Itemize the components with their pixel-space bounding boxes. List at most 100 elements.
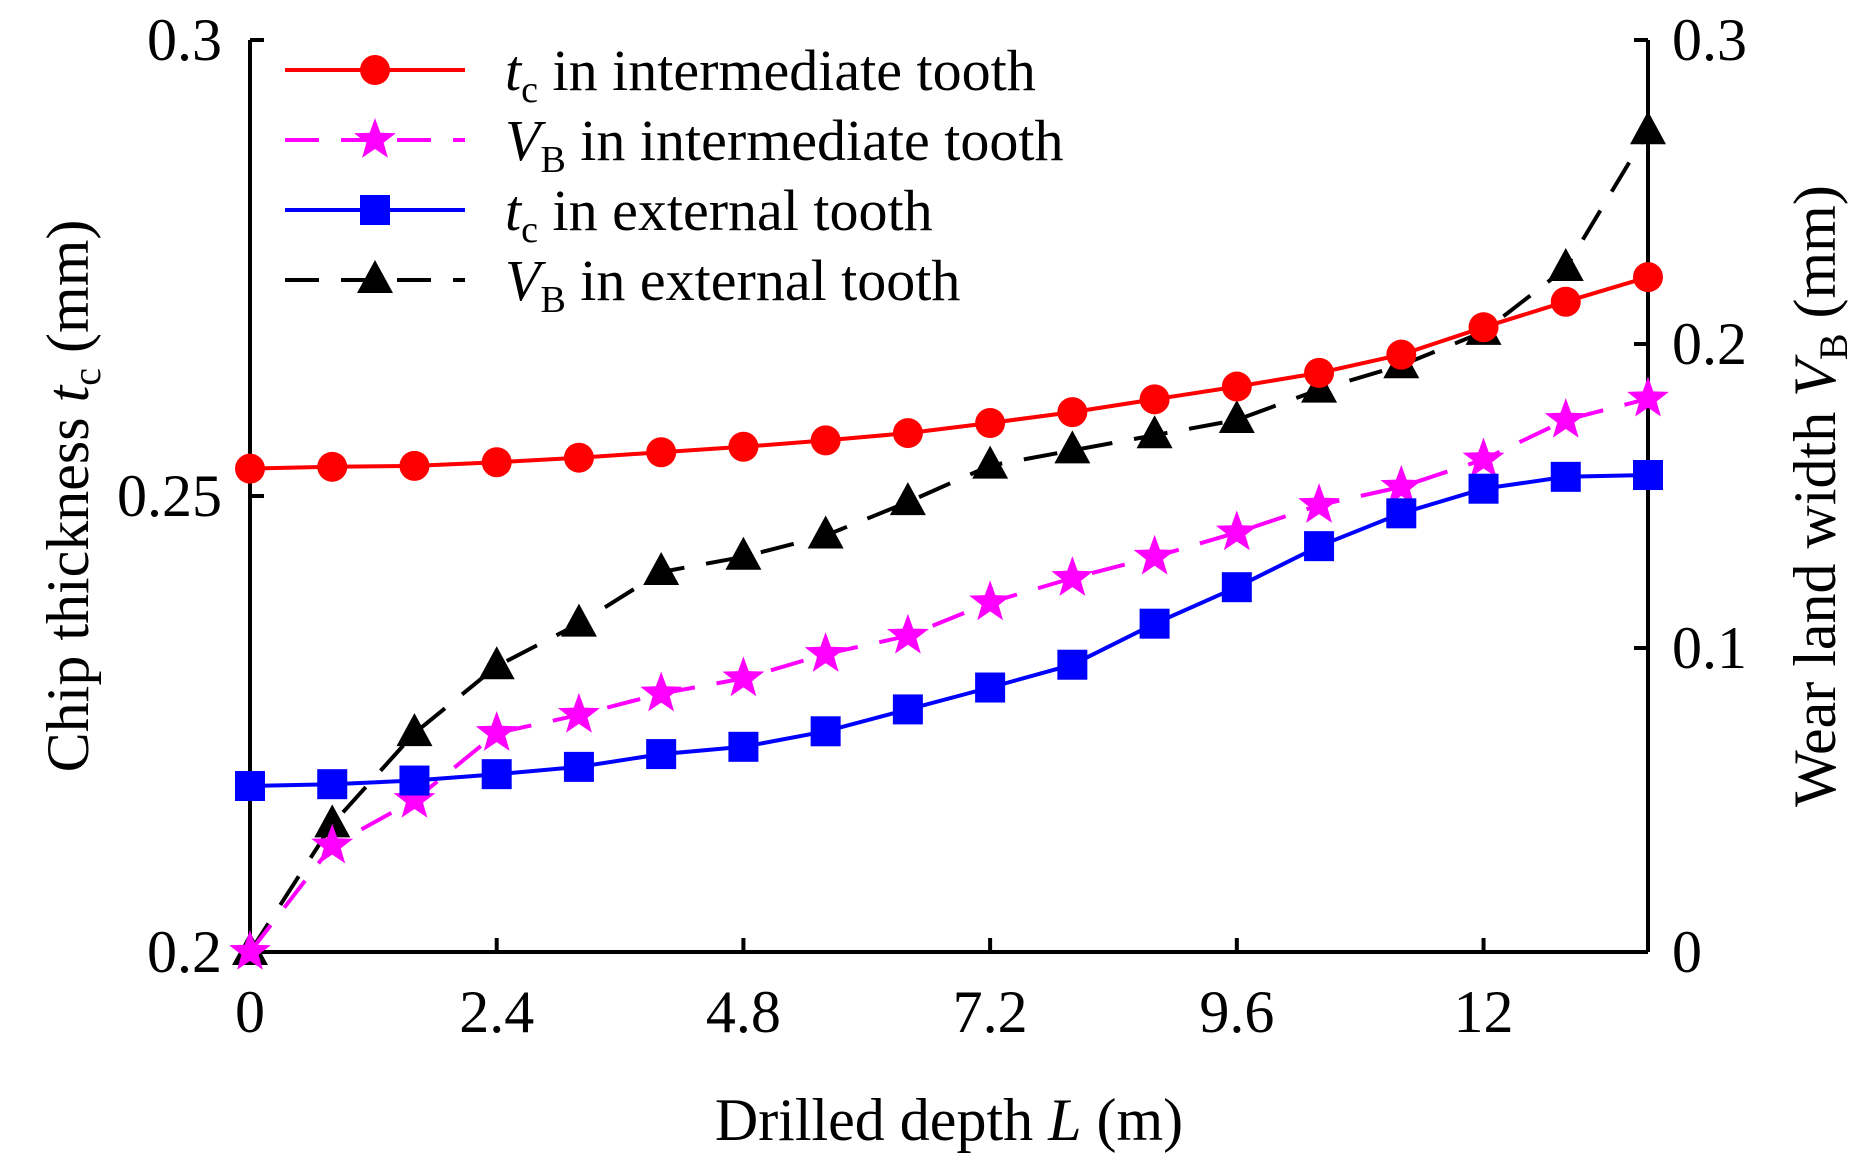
y-right-tick-label: 0.3 bbox=[1672, 7, 1747, 73]
data-point bbox=[1139, 384, 1170, 415]
data-point bbox=[643, 552, 680, 585]
data-point bbox=[1051, 556, 1094, 596]
data-point bbox=[892, 694, 923, 725]
legend-marker bbox=[357, 260, 393, 293]
y-right-tick-label: 0.1 bbox=[1672, 615, 1747, 681]
x-tick-label: 2.4 bbox=[459, 979, 534, 1045]
legend-label-text: in intermediate tooth bbox=[566, 108, 1064, 173]
data-point bbox=[1298, 483, 1340, 523]
data-point bbox=[317, 451, 348, 482]
data-point bbox=[393, 778, 436, 818]
data-point bbox=[725, 536, 762, 570]
legend-label: VB in external tooth bbox=[505, 248, 960, 321]
x-axis-title-text: Drilled depth bbox=[715, 1087, 1048, 1153]
data-point bbox=[563, 751, 594, 782]
legend-label-symbol: V bbox=[505, 248, 547, 313]
data-point bbox=[1633, 262, 1663, 293]
data-point bbox=[558, 692, 600, 733]
data-point bbox=[396, 713, 433, 747]
legend-item: VB in intermediate tooth bbox=[285, 108, 1064, 181]
series-0 bbox=[235, 262, 1663, 484]
y-left-axis-title: Chip thickness tc (mm) bbox=[35, 220, 109, 773]
y-left-axis-title-subscript: c bbox=[64, 368, 109, 386]
legend-label-subscript: B bbox=[540, 139, 565, 181]
legend-label-symbol: t bbox=[505, 38, 523, 103]
data-point bbox=[1221, 371, 1252, 402]
data-point bbox=[475, 711, 518, 751]
data-point bbox=[810, 716, 841, 747]
y-right-axis-title-subscript: B bbox=[1811, 333, 1856, 360]
x-tick-label: 4.8 bbox=[706, 979, 781, 1045]
data-point bbox=[1550, 286, 1581, 317]
legend-marker bbox=[354, 118, 396, 158]
legend-item: tc in external tooth bbox=[285, 178, 933, 251]
legend-label-subscript: c bbox=[521, 209, 538, 251]
y-left-axis-title-text: Chip thickness bbox=[35, 402, 101, 772]
legend-label-symbol: t bbox=[505, 178, 523, 243]
data-point bbox=[1468, 473, 1499, 504]
series-layer bbox=[229, 111, 1669, 970]
data-point bbox=[1057, 649, 1088, 680]
legend-label-text: in external tooth bbox=[566, 248, 961, 313]
data-point bbox=[972, 445, 1009, 479]
legend-item: VB in external tooth bbox=[285, 248, 960, 321]
y-left-axis-title-unit: (mm) bbox=[35, 220, 101, 368]
y-right-axis-title: Wear land width VB (mm) bbox=[1782, 185, 1856, 807]
data-point bbox=[1468, 312, 1499, 343]
y-left-tick-label: 0.3 bbox=[147, 7, 222, 73]
legend-marker bbox=[360, 55, 390, 85]
data-point bbox=[1304, 531, 1335, 562]
data-point bbox=[235, 771, 265, 802]
data-point bbox=[1054, 430, 1091, 464]
data-point bbox=[1221, 572, 1252, 603]
data-point bbox=[1630, 111, 1666, 145]
data-point bbox=[1386, 498, 1417, 529]
data-point bbox=[975, 672, 1006, 703]
data-point bbox=[1550, 461, 1581, 492]
data-point bbox=[1380, 464, 1423, 505]
data-point bbox=[969, 580, 1011, 621]
data-point bbox=[1057, 397, 1088, 428]
data-point bbox=[1139, 608, 1170, 639]
series-1 bbox=[229, 376, 1669, 970]
series-line bbox=[248, 396, 1649, 954]
data-point bbox=[1133, 534, 1176, 575]
y-right-axis-title-unit: (mm) bbox=[1782, 185, 1848, 333]
series-3 bbox=[232, 111, 1666, 965]
legend-label: VB in intermediate tooth bbox=[505, 108, 1064, 181]
data-point bbox=[810, 425, 841, 456]
data-point bbox=[1136, 415, 1173, 449]
y-right-axis-title-text: Wear land width bbox=[1782, 397, 1848, 807]
legend-item: tc in intermediate tooth bbox=[285, 38, 1036, 111]
data-point bbox=[807, 515, 844, 549]
data-point bbox=[1386, 339, 1417, 370]
x-tick-label: 0 bbox=[235, 979, 265, 1045]
data-point bbox=[399, 450, 430, 481]
data-point bbox=[892, 418, 923, 449]
x-tick-label: 12 bbox=[1454, 979, 1514, 1045]
series-line bbox=[249, 473, 1649, 788]
data-point bbox=[560, 603, 597, 637]
data-point bbox=[563, 442, 594, 473]
data-point bbox=[399, 765, 430, 796]
data-point bbox=[975, 408, 1006, 439]
y-right-tick-label: 0 bbox=[1672, 919, 1702, 985]
x-tick-label: 9.6 bbox=[1199, 979, 1274, 1045]
y-right-tick-label: 0.2 bbox=[1672, 311, 1747, 377]
data-point bbox=[646, 739, 677, 770]
x-axis-title: Drilled depth L (m) bbox=[715, 1087, 1183, 1153]
data-point bbox=[1627, 376, 1669, 417]
data-point bbox=[722, 656, 765, 697]
data-point bbox=[317, 769, 348, 800]
x-axis-title-unit: (m) bbox=[1082, 1087, 1184, 1153]
legend-label: tc in external tooth bbox=[505, 178, 933, 251]
data-point bbox=[1218, 400, 1255, 433]
y-left-tick-label: 0.2 bbox=[147, 919, 222, 985]
data-point bbox=[646, 437, 677, 468]
series-2 bbox=[235, 460, 1663, 802]
data-point bbox=[481, 759, 512, 790]
data-point bbox=[1633, 460, 1663, 491]
legend-label-text: in external tooth bbox=[538, 178, 933, 243]
